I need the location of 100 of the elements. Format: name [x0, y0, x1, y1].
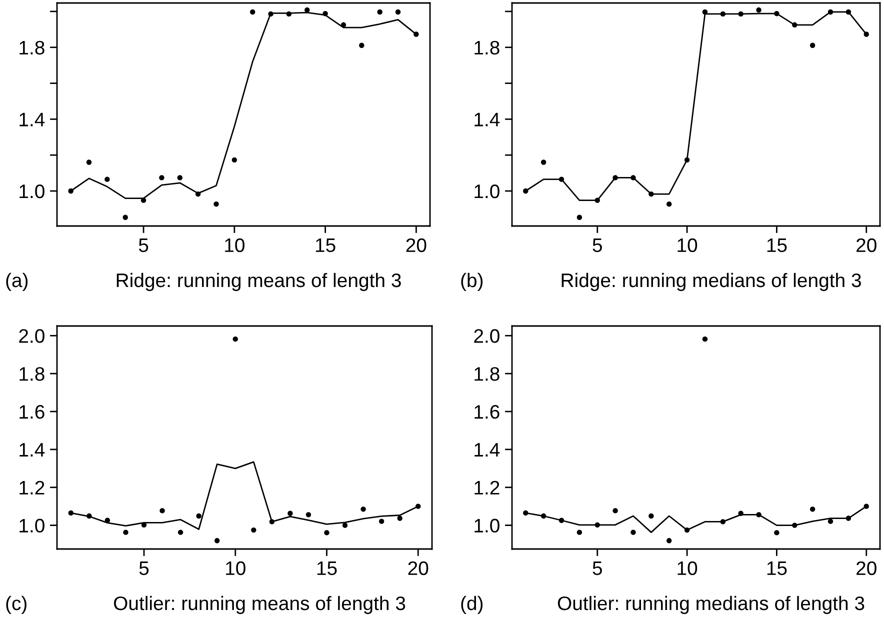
- point: [702, 336, 708, 342]
- y-tick-label: 1.2: [20, 480, 44, 494]
- point: [159, 175, 164, 180]
- x-tick-label: 10: [678, 238, 698, 252]
- point: [268, 11, 274, 17]
- point: [86, 160, 92, 165]
- text: Outlier: running medians of length 3: [558, 596, 864, 614]
- point: [576, 530, 582, 535]
- y-tick-label: 1.4: [474, 443, 500, 456]
- point: [666, 201, 672, 207]
- point: [720, 519, 726, 524]
- x-tick-label: 20: [406, 238, 426, 252]
- point: [864, 504, 869, 509]
- point: [250, 9, 256, 15]
- point: [523, 510, 528, 516]
- point: [576, 214, 582, 220]
- point: [322, 10, 328, 16]
- text: Outlier: running means of length 3: [114, 596, 406, 614]
- point: [612, 175, 618, 180]
- point: [177, 175, 182, 180]
- y-tick-label: 2.0: [19, 329, 44, 343]
- y-tick-label: 1.0: [20, 184, 44, 198]
- point: [269, 519, 275, 524]
- y-tick-label: 1.6: [474, 404, 500, 419]
- x-tick-label: 5: [138, 238, 148, 252]
- y-tick-label: 1.6: [20, 404, 44, 419]
- y-tick-label: 1.0: [20, 518, 44, 533]
- x-tick-label: 15: [317, 562, 337, 576]
- text: Ridge: running means of length 3: [116, 272, 401, 292]
- point: [414, 32, 419, 37]
- point: [523, 188, 528, 194]
- point: [702, 9, 708, 15]
- point: [684, 527, 690, 533]
- point: [304, 7, 310, 13]
- x-tick-label: 15: [767, 562, 787, 576]
- y-tick-label: 2.0: [474, 329, 500, 343]
- text: (a): [6, 272, 28, 292]
- text: (b): [461, 272, 483, 292]
- y-tick-label: 1.4: [20, 443, 45, 456]
- y-tick-label: 1.8: [20, 40, 44, 55]
- point: [810, 42, 816, 48]
- point: [828, 518, 834, 524]
- x-tick-label: 20: [408, 561, 428, 576]
- point: [648, 513, 654, 519]
- point: [288, 510, 293, 516]
- y-tick-label: 1.8: [474, 40, 500, 55]
- point: [774, 10, 780, 16]
- point: [306, 512, 312, 518]
- y-tick-label: 1.4: [20, 112, 45, 126]
- point: [648, 191, 654, 197]
- point: [594, 522, 600, 528]
- point: [774, 530, 780, 536]
- point: [196, 513, 202, 519]
- point: [214, 538, 220, 544]
- point: [846, 9, 852, 15]
- point: [630, 175, 636, 180]
- point: [558, 176, 564, 182]
- point: [792, 22, 798, 28]
- x-tick-label: 15: [316, 238, 336, 252]
- point: [558, 518, 564, 523]
- x-tick-label: 10: [678, 561, 698, 576]
- x-tick-label: 15: [767, 238, 787, 252]
- point: [232, 157, 238, 163]
- point: [666, 538, 672, 544]
- point: [140, 198, 146, 203]
- text: Ridge: running medians of length 3: [562, 272, 861, 292]
- point: [68, 510, 74, 516]
- point: [251, 527, 256, 533]
- y-tick-label: 1.0: [474, 518, 500, 533]
- point: [738, 11, 744, 17]
- point: [104, 176, 110, 182]
- point: [195, 191, 201, 197]
- point: [123, 530, 128, 535]
- y-tick-label: 1.0: [474, 184, 500, 198]
- point: [720, 11, 726, 17]
- point: [397, 516, 402, 521]
- point: [828, 9, 834, 15]
- x-tick-label: 5: [592, 238, 602, 252]
- x-tick-label: 10: [226, 561, 246, 576]
- point: [540, 160, 546, 165]
- point: [416, 504, 421, 509]
- x-tick-label: 20: [856, 238, 876, 252]
- point: [232, 336, 238, 342]
- x-tick-label: 5: [139, 562, 149, 576]
- point: [178, 530, 184, 535]
- point: [792, 522, 798, 528]
- point: [810, 506, 816, 512]
- point: [756, 512, 762, 518]
- y-tick-label: 1.2: [474, 480, 500, 494]
- x-tick-label: 5: [592, 562, 602, 576]
- point: [286, 11, 292, 17]
- point: [630, 530, 636, 535]
- text: (c): [6, 596, 26, 614]
- x-tick-label: 20: [856, 561, 876, 576]
- x-tick-label: 10: [225, 238, 244, 252]
- point: [846, 516, 852, 521]
- point: [684, 157, 690, 163]
- point: [864, 32, 869, 37]
- point: [342, 522, 348, 528]
- y-tick-label: 1.8: [474, 367, 500, 381]
